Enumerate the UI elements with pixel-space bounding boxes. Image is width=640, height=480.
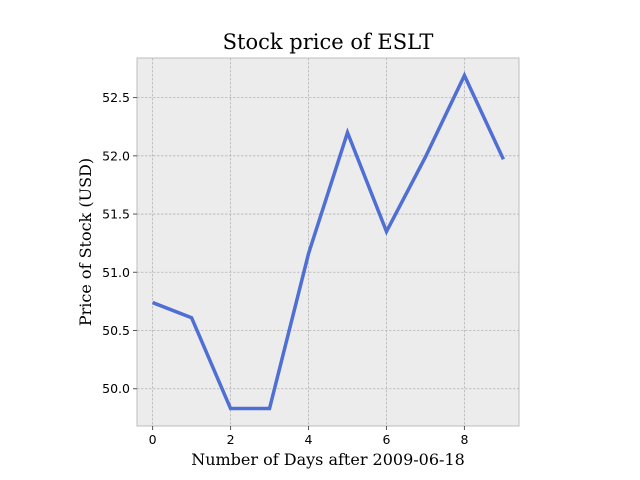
plot-area	[137, 58, 519, 426]
series-layer	[151, 71, 505, 411]
x-tick-label: 0	[149, 432, 157, 447]
plot-frame	[136, 57, 520, 427]
x-tick-label: 6	[382, 432, 390, 447]
y-tick-label: 50.5	[102, 323, 130, 338]
x-axis-label: Number of Days after 2009-06-18	[191, 450, 465, 469]
chart-title: Stock price of ESLT	[223, 30, 434, 54]
y-tick-label: 51.0	[102, 265, 130, 280]
y-tick-label: 52.5	[102, 90, 130, 105]
y-tick-label: 52.0	[102, 148, 130, 163]
x-tick-label: 4	[305, 432, 313, 447]
y-axis-label: Price of Stock (USD)	[76, 158, 95, 326]
x-tick-label: 8	[460, 432, 468, 447]
y-tick-label: 51.5	[102, 207, 130, 222]
series-line	[151, 71, 505, 411]
tick-layer: 0 2 4 6 8 50.0 50.5 51.0 51.5 52.0 52.5	[102, 90, 468, 447]
x-tick-label: 2	[227, 432, 235, 447]
y-tick-label: 50.0	[102, 381, 130, 396]
